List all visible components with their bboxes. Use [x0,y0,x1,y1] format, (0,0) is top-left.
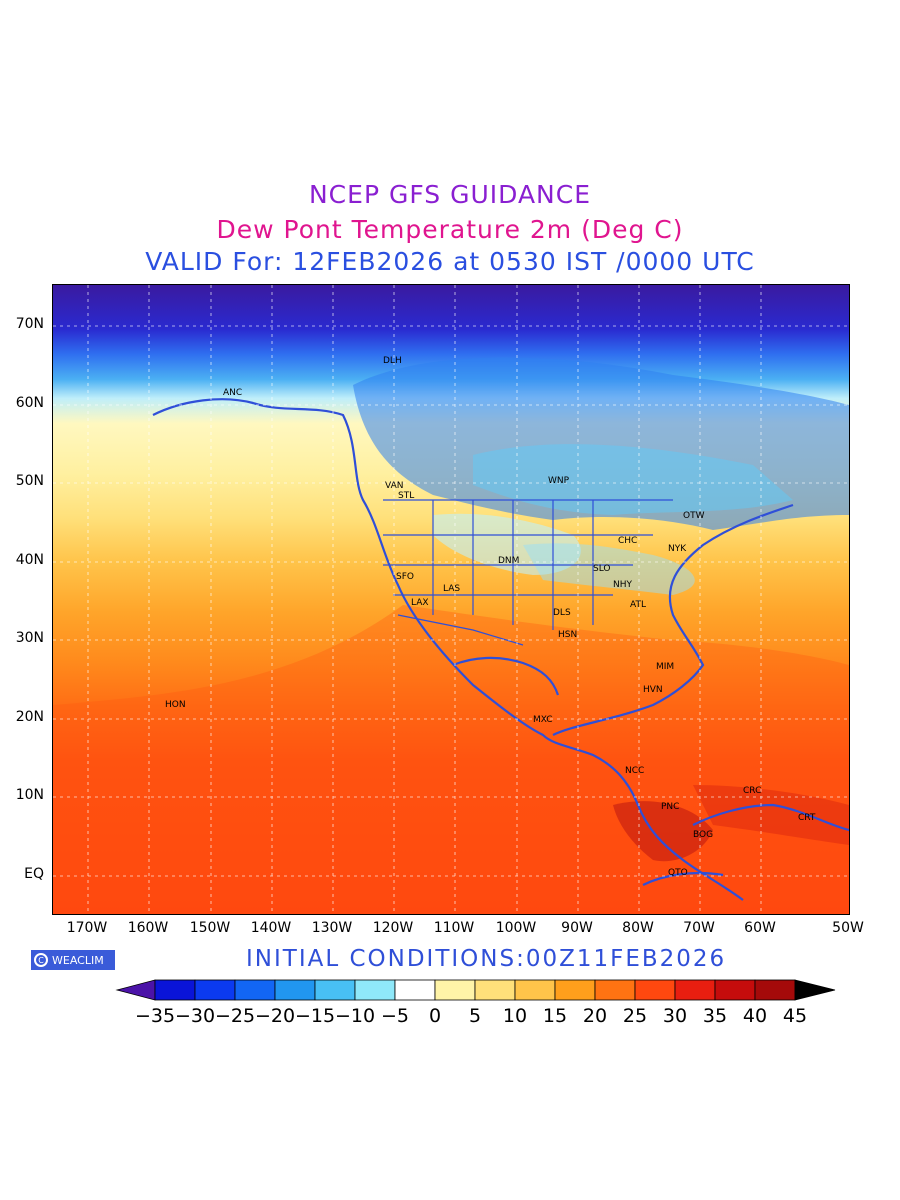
longitude-label: 90W [561,920,593,936]
colorbar-tick-label: 45 [782,1005,808,1027]
colorbar-swatch [394,979,436,1001]
borders [383,499,673,646]
longitude-label: 70W [683,920,715,936]
station-label: NHY [613,580,633,590]
station-label: SLO [593,564,611,574]
dew-point-map: ANC DLH VAN STL WNP OTW NYK CHC DNM SLO NHY LAX SFO L… [52,284,850,915]
colorbar-tick-label: 0 [428,1005,442,1027]
station-label: CRT [798,813,816,823]
colorbar-tick-label: −25 [214,1005,256,1027]
latitude-label: 50N [15,473,44,489]
latitude-label: 30N [15,630,44,646]
colorbar-swatch [554,979,596,1001]
colorbar-swatch [274,979,316,1001]
colorbar-swatch [714,979,756,1001]
colorbar-tick-label: 25 [622,1005,648,1027]
colorbar-tick-label: −5 [380,1005,410,1027]
longitude-label: 170W [66,920,108,936]
logo-text: WEACLIM [52,953,104,967]
station-label: NCC [625,766,644,776]
latitude-label: 20N [15,709,44,725]
colorbar-swatch [154,979,196,1001]
colorbar-tick-label: −30 [174,1005,216,1027]
colorbar-swatch [194,979,236,1001]
longitude-label: 80W [622,920,654,936]
longitude-label: 120W [372,920,414,936]
station-label: QTO [668,868,688,878]
colorbar-tick-label: −15 [294,1005,336,1027]
station-label: WNP [548,476,570,486]
station-label: SFO [396,572,414,582]
latitude-label: 10N [15,787,44,803]
colorbar-swatch [754,979,796,1001]
colorbar-labels: −35 −30 −25 −20 −15 −10 −5 0 5 10 15 20 25 30 35 40 45 [0,1005,900,1035]
colorbar-tick-label: 5 [468,1005,482,1027]
station-label: DLS [553,608,571,618]
station-label: HON [165,700,186,710]
colorbar [115,979,836,1001]
station-label: MIM [656,662,674,672]
longitude-label: 110W [433,920,475,936]
colorbar-tick-label: 20 [582,1005,608,1027]
station-label: ANC [223,388,242,398]
station-label: NYK [668,544,687,554]
colorbar-tick-label: 35 [702,1005,728,1027]
colorbar-tick-label: 40 [742,1005,768,1027]
station-label: STL [398,491,414,501]
chart-valid-time: VALID For: 12FEB2026 at 0530 IST /0000 U… [145,247,755,276]
colorbar-tick-label: −20 [254,1005,296,1027]
station-label: LAX [411,598,429,608]
station-label: DNM [498,556,519,566]
initial-conditions: INITIAL CONDITIONS:00Z11FEB2026 [246,946,727,972]
colorbar-swatch [234,979,276,1001]
longitude-label: 50W [832,920,864,936]
station-label: CHC [618,536,637,546]
station-label: HVN [643,685,663,695]
colorbar-swatch [314,979,356,1001]
latitude-label: 60N [15,395,44,411]
colorbar-max-arrow [794,979,836,1001]
chart-title: NCEP GFS GUIDANCE [308,180,591,209]
colorbar-swatch [434,979,476,1001]
colorbar-tick-label: 10 [502,1005,528,1027]
colorbar-min-arrow [115,979,156,1001]
latitude-label: 40N [15,552,44,568]
station-label: LAS [443,584,460,594]
colorbar-tick-label: −35 [134,1005,176,1027]
longitude-label: 100W [495,920,537,936]
latitude-label: EQ [24,866,44,882]
station-label: HSN [558,630,577,640]
longitude-label: 60W [744,920,776,936]
station-label: VAN [385,481,403,491]
latitude-label: 70N [15,316,44,332]
colorbar-swatch [474,979,516,1001]
colorbar-swatch [594,979,636,1001]
colorbar-swatch [514,979,556,1001]
longitude-label: 140W [250,920,292,936]
colorbar-tick-label: 30 [662,1005,688,1027]
station-label: BOG [693,830,713,840]
weaclim-logo: C WEACLIM [31,950,115,970]
station-label: PNC [661,802,679,812]
longitude-label: 150W [189,920,231,936]
longitude-label: 130W [311,920,353,936]
colorbar-swatch [634,979,676,1001]
logo-mark-icon: C [34,953,48,967]
colorbar-tick-label: −10 [334,1005,376,1027]
colorbar-swatch [674,979,716,1001]
coastlines [152,398,849,901]
colorbar-swatch [354,979,396,1001]
station-label: ATL [630,600,646,610]
station-label: DLH [383,356,402,366]
colorbar-tick-label: 15 [542,1005,568,1027]
station-label: OTW [683,511,705,521]
longitude-label: 160W [127,920,169,936]
station-label: MXC [533,715,553,725]
chart-subtitle-variable: Dew Pont Temperature 2m (Deg C) [216,215,684,244]
station-label: CRC [743,786,761,796]
